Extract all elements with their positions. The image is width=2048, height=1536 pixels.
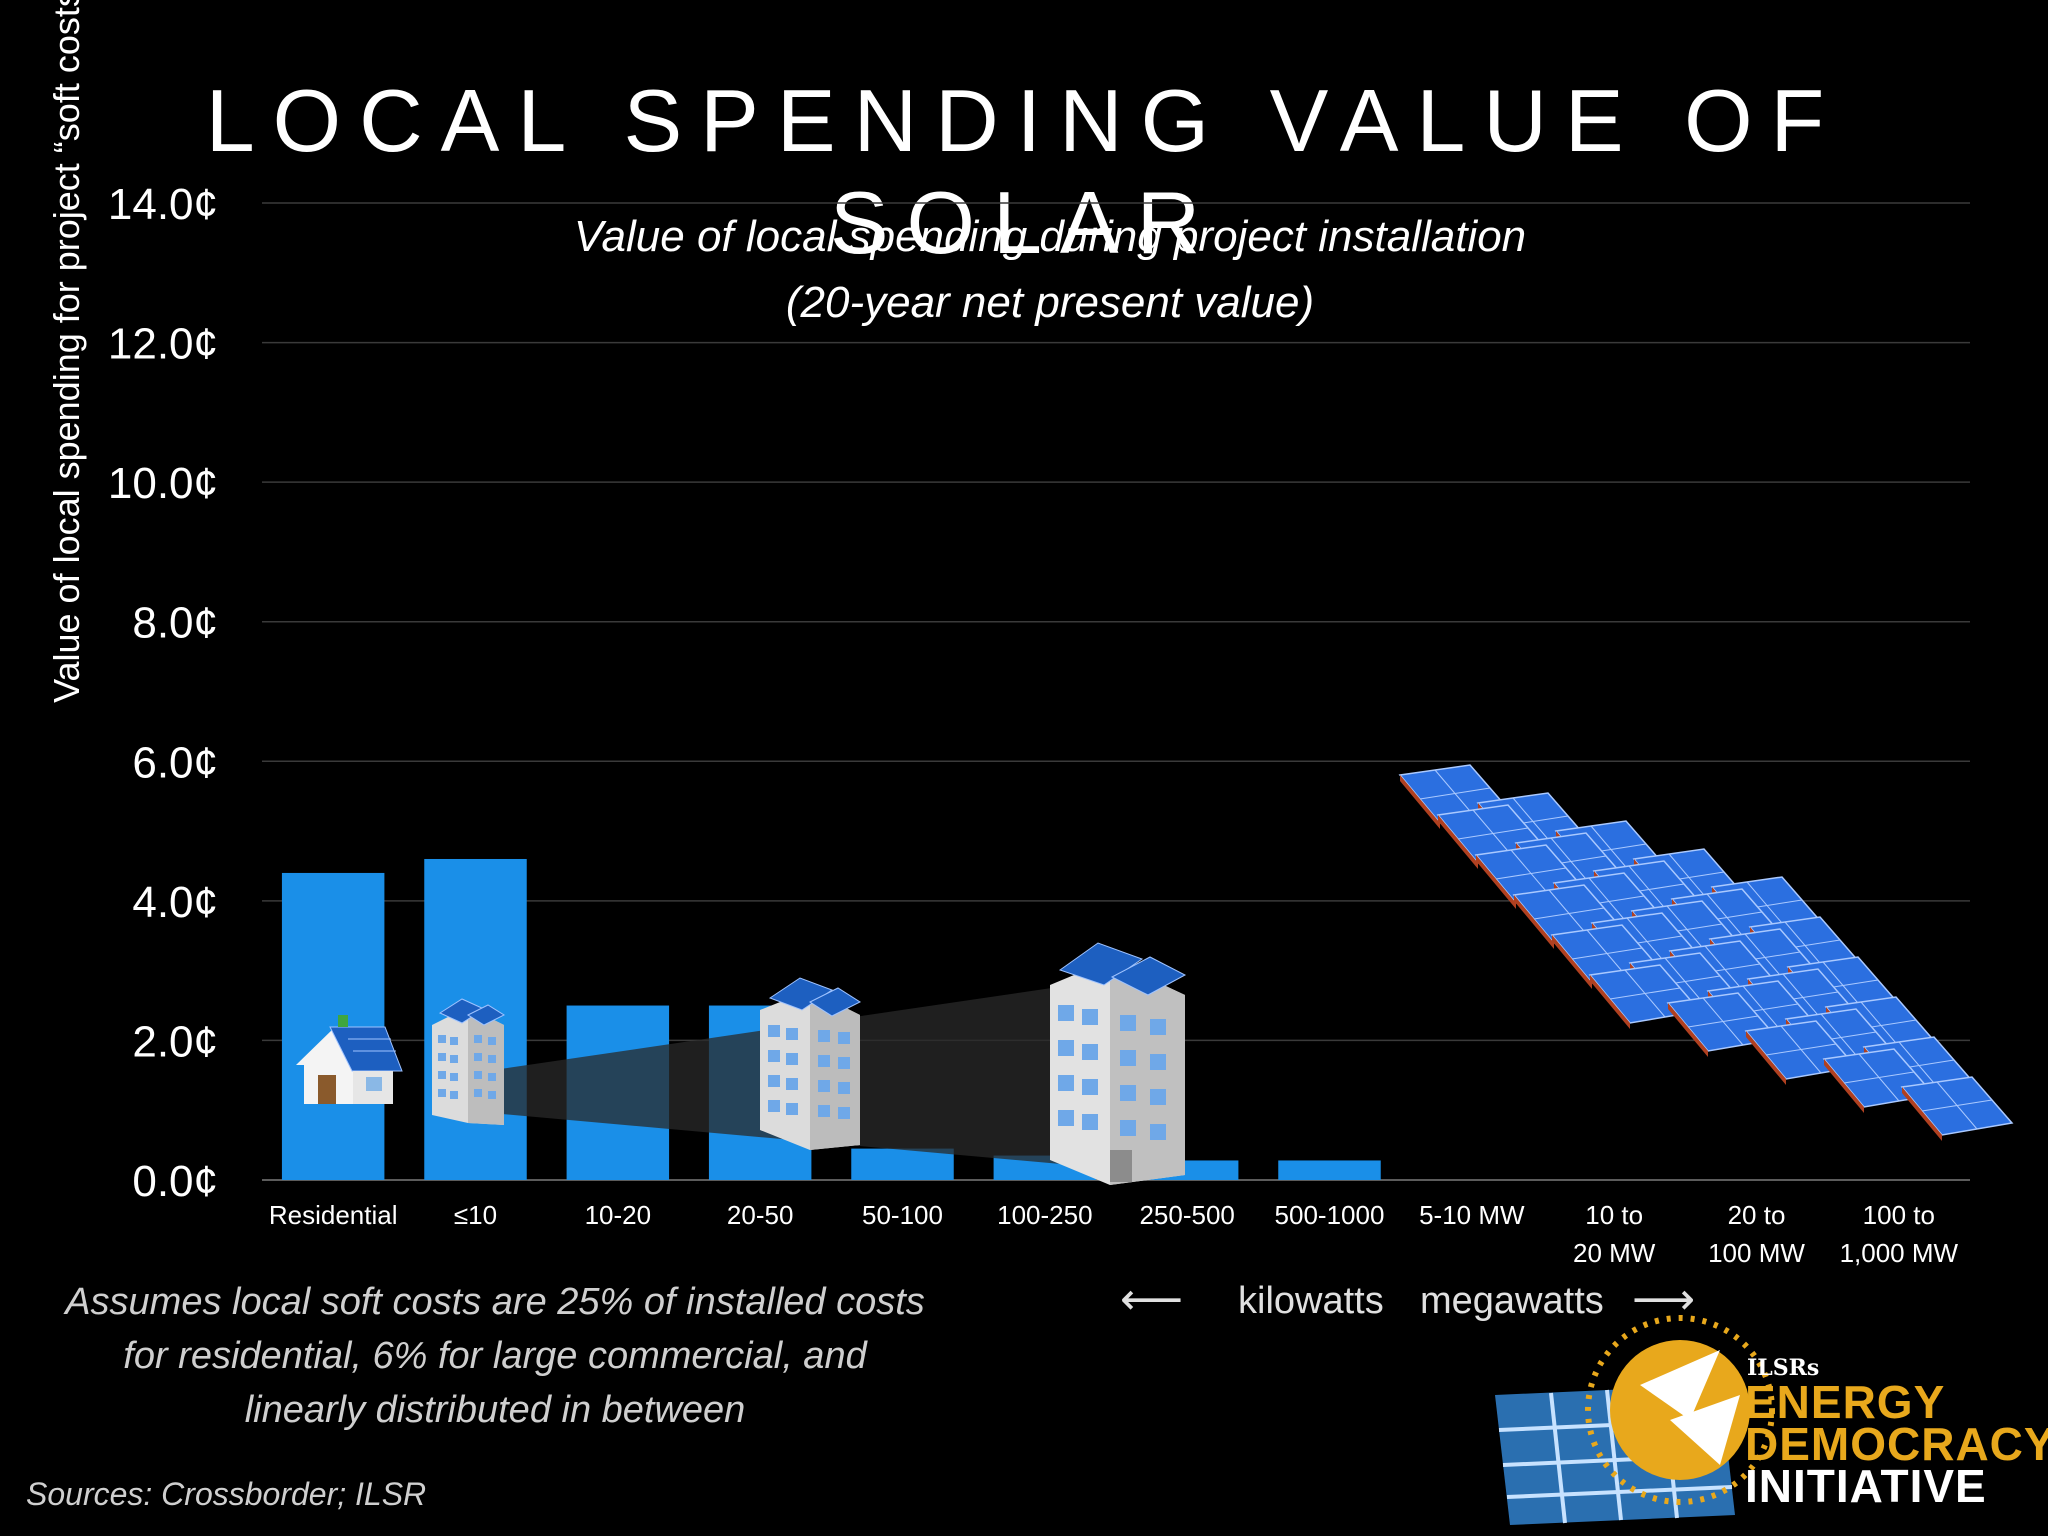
y-tick-label: 14.0¢ (108, 180, 218, 229)
bar (851, 1148, 954, 1180)
x-tick-label: 50-100 (862, 1200, 943, 1230)
chart-subtitle-line-1: Value of local spending during project i… (573, 212, 1527, 261)
unit-indicator: ⟵ kilowatts megawatts ⟶ (1120, 1275, 1740, 1330)
left-arrow-icon: ⟵ (1120, 1275, 1184, 1324)
y-tick-label: 6.0¢ (132, 738, 218, 787)
x-tick-label: 20 to (1728, 1200, 1786, 1230)
right-arrow-icon: ⟶ (1632, 1275, 1696, 1324)
logo-line-1: ENERGY (1745, 1376, 1946, 1428)
x-tick-label: 100 MW (1708, 1238, 1805, 1268)
main-title: LOCAL SPENDING VALUE OF SOLAR (205, 71, 1843, 272)
x-tick-label: 500-1000 (1275, 1200, 1385, 1230)
bar (1278, 1160, 1381, 1180)
large-building-icon (1050, 942, 1187, 1185)
logo-line-2: DEMOCRACY (1745, 1418, 2048, 1470)
x-tick-label: Residential (269, 1200, 398, 1230)
solar-array-icon (1398, 764, 2014, 1141)
x-tick-label: 20 MW (1573, 1238, 1656, 1268)
sources: Sources: Crossborder; ILSR (26, 1476, 427, 1512)
x-tick-label: 10-20 (585, 1200, 652, 1230)
house-icon (296, 1015, 403, 1104)
logo-sun-icon (1585, 1315, 1775, 1505)
footnote: Assumes local soft costs are 25% of inst… (30, 1275, 960, 1437)
x-tick-label: 250-500 (1139, 1200, 1234, 1230)
bar (281, 872, 385, 1180)
y-tick-label: 4.0¢ (132, 878, 218, 927)
x-tick-label: 100-250 (997, 1200, 1092, 1230)
x-tick-label: 100 to (1863, 1200, 1935, 1230)
y-tick-label: 8.0¢ (132, 599, 218, 648)
solar-panel (1900, 1076, 2014, 1141)
megawatts-label: megawatts (1420, 1280, 1604, 1322)
y-axis-label: Value of local spending for project “sof… (46, 0, 87, 703)
kilowatts-label: kilowatts (1238, 1280, 1384, 1322)
x-tick-label: 10 to (1585, 1200, 1643, 1230)
medium-building-icon (760, 977, 862, 1150)
logo-line-3: INITIATIVE (1745, 1460, 1987, 1512)
y-tick-label: 0.0¢ (132, 1157, 218, 1206)
logo: ILSRs ENERGY DEMOCRACY INITIATIVE (1745, 1355, 2048, 1512)
footnote-line-3: linearly distributed in between (244, 1389, 746, 1431)
y-tick-label: 2.0¢ (132, 1017, 218, 1066)
x-tick-label: 5-10 MW (1419, 1200, 1525, 1230)
x-tick-label: ≤10 (454, 1200, 497, 1230)
x-tick-label: 20-50 (727, 1200, 794, 1230)
x-tick-label: 1,000 MW (1840, 1238, 1959, 1268)
footnote-line-1: Assumes local soft costs are 25% of inst… (65, 1281, 925, 1323)
small-building-icon (432, 998, 506, 1125)
y-tick-label: 10.0¢ (108, 459, 218, 508)
footnote-line-2: for residential, 6% for large commercial… (123, 1335, 867, 1377)
logo-org: ILSRs (1747, 1355, 1820, 1381)
y-tick-label: 12.0¢ (108, 320, 218, 369)
chart-subtitle-line-2: (20-year net present value) (785, 278, 1315, 327)
